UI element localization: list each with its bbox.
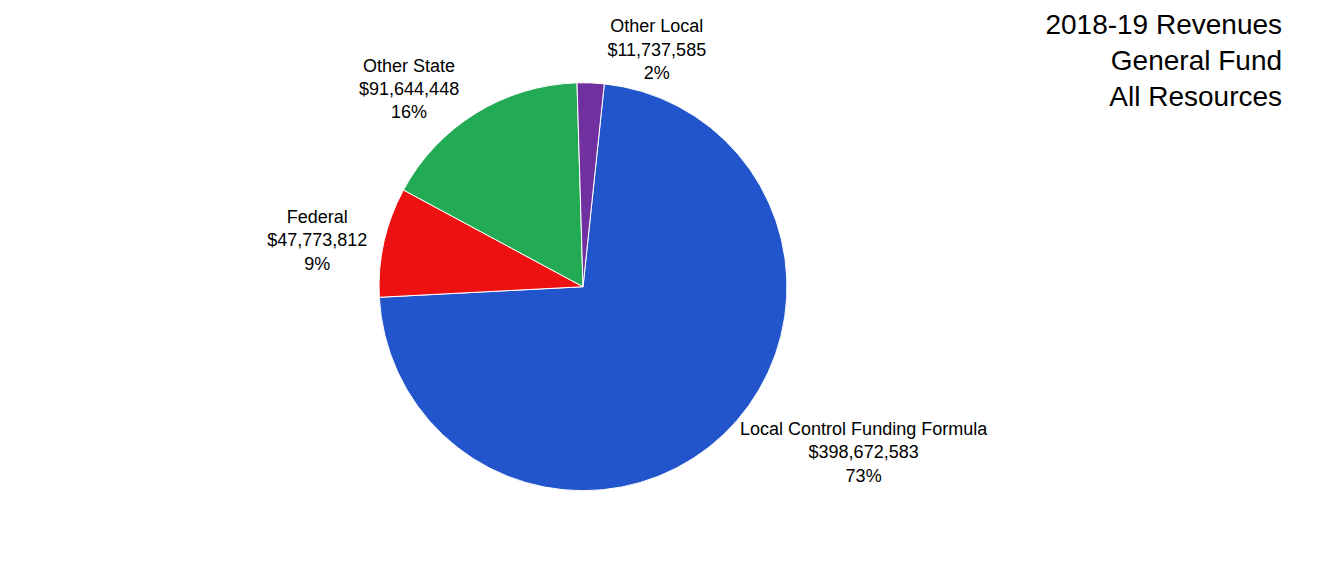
svg-text:Other Local$11,737,5852%: Other Local$11,737,5852% [607,16,706,83]
svg-text:Local Control Funding Formula$: Local Control Funding Formula$398,672,58… [740,419,988,486]
svg-text:2018-19 RevenuesGeneral FundAl: 2018-19 RevenuesGeneral FundAll Resource… [1045,9,1282,113]
svg-text:Federal$47,773,8129%: Federal$47,773,8129% [267,207,367,274]
svg-text:Other State$91,644,44816%: Other State$91,644,44816% [359,56,459,123]
